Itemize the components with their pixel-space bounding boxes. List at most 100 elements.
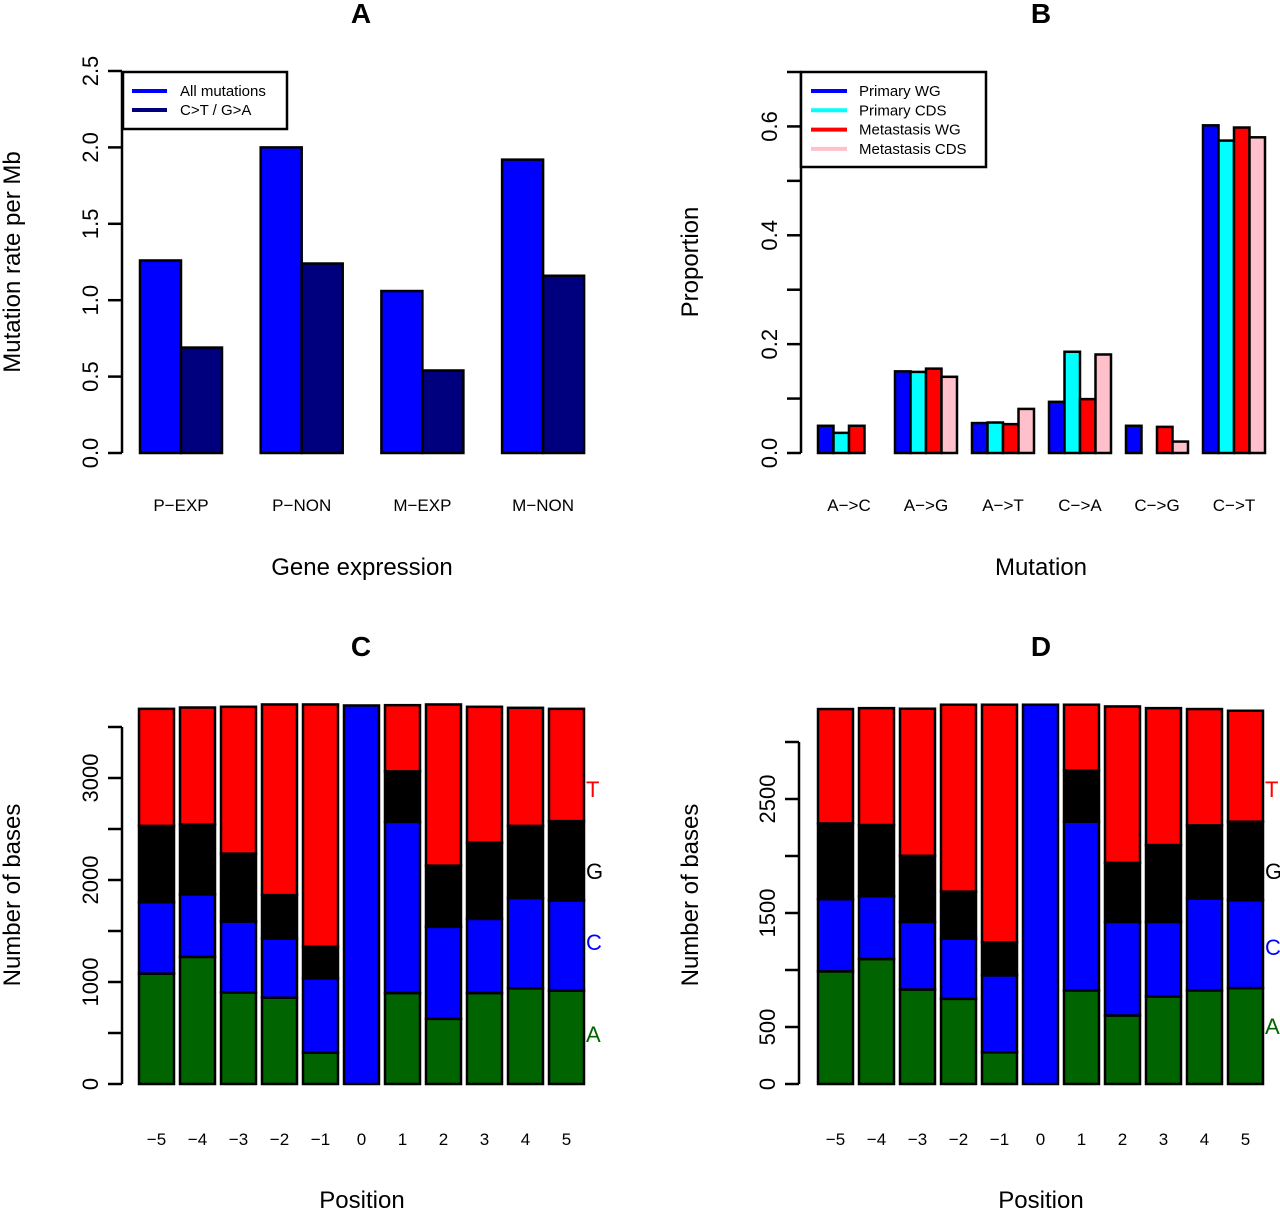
base-label-a: A — [1265, 1014, 1280, 1039]
bar-segment-t — [219, 705, 258, 855]
bar-segment-g — [424, 864, 463, 929]
legend-label: Metastasis CDS — [859, 141, 967, 158]
y-tick-label: 2500 — [755, 775, 780, 824]
panel-a-title: A — [351, 0, 371, 29]
bar-segment-g — [137, 824, 176, 904]
x-tick-label: 1 — [1077, 1130, 1086, 1149]
panel-c-bars — [137, 703, 586, 1086]
x-tick-label: −4 — [867, 1130, 886, 1149]
bar-segment-c — [980, 974, 1019, 1054]
bar-segment-c — [547, 899, 586, 992]
panel-b-y-axis: 0.0 0.2 0.4 0.6 — [757, 70, 803, 469]
bar-metastasis-wg — [1232, 126, 1251, 455]
panel-a: A Gene expression Mutation rate per Mb 0… — [0, 0, 586, 581]
bar-segment-t — [1103, 705, 1142, 865]
x-tick-label: 5 — [1241, 1130, 1250, 1149]
bar-segment-c — [857, 894, 896, 961]
x-tick-label: −3 — [908, 1130, 927, 1149]
legend-label: C>T / G>A — [180, 102, 251, 119]
legend-label: Metastasis WG — [859, 122, 961, 139]
y-tick-label: 1.0 — [78, 285, 103, 316]
bar-segment-c — [342, 704, 381, 1086]
bar-primary-cds — [1217, 139, 1236, 455]
bar-segment-a — [383, 991, 422, 1086]
x-tick-label: M−NON — [512, 496, 574, 515]
bar-metastasis-wg — [847, 424, 866, 455]
x-tick-label: M−EXP — [393, 496, 451, 515]
y-tick-label: 0.0 — [78, 438, 103, 469]
bar-segment-g — [816, 822, 855, 901]
bar-segment-c — [1103, 920, 1142, 1017]
x-tick-label: −4 — [188, 1130, 207, 1149]
bar-segment-g — [178, 823, 217, 896]
bar-segment-a — [939, 997, 978, 1086]
bar-segment-c — [137, 900, 176, 975]
panel-c-ylabel: Number of bases — [0, 804, 26, 987]
panel-b: B Mutation Proportion 0.00.20.40.6 A−>C A… — [677, 0, 1267, 581]
bar-segment-a — [857, 957, 896, 1086]
base-label-t: T — [1265, 777, 1278, 802]
panel-a-xlabel: Gene expression — [271, 554, 452, 581]
bar-segment-t — [424, 703, 463, 867]
legend-label: All mutations — [180, 83, 266, 100]
bar-metastasis-cds — [1017, 407, 1036, 455]
bar-c-t-g-a — [300, 262, 344, 455]
panel-d-xlabel: Position — [998, 1187, 1083, 1210]
x-tick-label: A−>T — [982, 496, 1024, 515]
bar-segment-a — [260, 996, 299, 1086]
legend-label: Primary CDS — [859, 102, 947, 119]
bar-segment-c — [816, 897, 855, 973]
x-tick-label: 2 — [1118, 1130, 1127, 1149]
legend-box — [121, 70, 289, 131]
x-tick-label: 1 — [398, 1130, 407, 1149]
bar-primary-wg — [1047, 400, 1066, 455]
bar-segment-t — [465, 705, 504, 844]
bar-metastasis-wg — [924, 367, 943, 455]
bar-metastasis-cds — [1248, 136, 1267, 455]
bar-segment-g — [1062, 769, 1101, 823]
bar-segment-c — [301, 977, 340, 1054]
x-tick-label: −3 — [229, 1130, 248, 1149]
bar-segment-c — [1021, 703, 1060, 1086]
bar-segment-g — [1144, 843, 1183, 924]
bar-segment-g — [980, 941, 1019, 977]
bar-segment-c — [1226, 898, 1265, 990]
bar-primary-cds — [986, 421, 1005, 455]
panel-d-y-axis: 0 500 1500 2500 — [755, 740, 801, 1090]
bar-all-mutations — [500, 158, 545, 455]
y-tick-label: 0.5 — [78, 361, 103, 392]
bar-segment-a — [424, 1017, 463, 1086]
x-tick-label: −1 — [990, 1130, 1009, 1149]
bar-segment-t — [178, 706, 217, 826]
bar-primary-wg — [893, 370, 912, 455]
bar-metastasis-wg — [1078, 397, 1097, 455]
bar-segment-t — [260, 703, 299, 897]
bar-segment-c — [506, 896, 545, 990]
panel-b-bars — [816, 124, 1267, 455]
bar-segment-g — [1185, 824, 1224, 900]
bar-segment-a — [547, 989, 586, 1086]
x-tick-label: 0 — [357, 1130, 366, 1149]
bar-metastasis-wg — [1155, 425, 1174, 455]
bar-segment-t — [301, 703, 340, 948]
bar-segment-g — [383, 770, 422, 824]
base-label-c: C — [1265, 935, 1280, 960]
panel-a-x-tick-labels: P−EXP P−NON M−EXP M−NON — [153, 496, 574, 515]
bar-segment-g — [219, 852, 258, 923]
bar-segment-a — [816, 970, 855, 1086]
x-tick-label: −5 — [147, 1130, 166, 1149]
x-tick-label: 4 — [521, 1130, 530, 1149]
bar-segment-a — [980, 1051, 1019, 1086]
bar-segment-c — [178, 893, 217, 959]
bar-segment-g — [506, 824, 545, 900]
panel-b-xlabel: Mutation — [995, 554, 1087, 581]
panel-d-base-labels: T G C A — [1265, 777, 1280, 1039]
panel-b-x-tick-labels: A−>C A−>G A−>T C−>A C−>G C−>T — [827, 496, 1255, 515]
bar-segment-g — [1103, 861, 1142, 924]
base-label-t: T — [586, 777, 599, 802]
panel-b-legend: Primary WG Primary CDS Metastasis WG Metast… — [799, 70, 988, 169]
y-tick-label: 0.0 — [757, 438, 782, 469]
bar-segment-c — [1185, 897, 1224, 992]
bar-segment-c — [465, 917, 504, 995]
bar-all-mutations — [138, 259, 183, 455]
